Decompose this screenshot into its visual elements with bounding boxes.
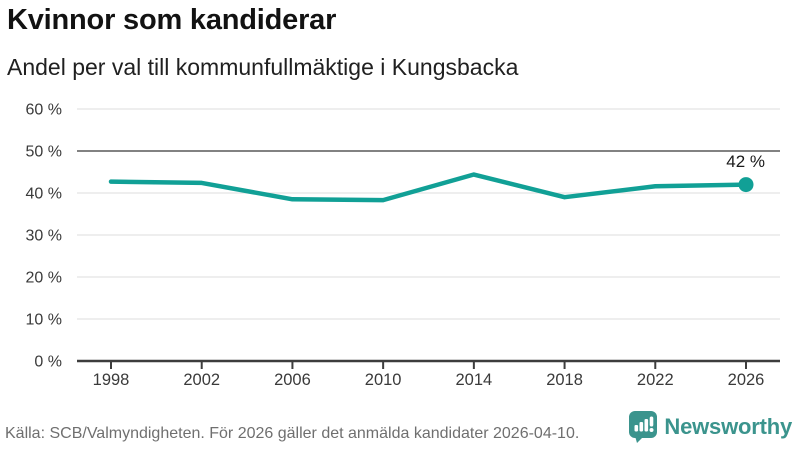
y-tick-label: 20 % [26, 270, 62, 287]
x-tick-label: 2022 [637, 371, 674, 389]
x-tick-label: 2002 [183, 371, 220, 389]
y-tick-label: 50 % [26, 144, 62, 161]
newsworthy-wordmark: Newsworthy [664, 414, 792, 439]
x-tick-label: 2018 [546, 371, 583, 389]
x-tick-label: 2014 [455, 371, 492, 389]
data-line [108, 172, 749, 203]
end-value-label: 42 % [726, 152, 765, 171]
chart-subtitle: Andel per val till kommunfullmäktige i K… [7, 54, 519, 80]
source-note: Källa: SCB/Valmyndigheten. För 2026 gäll… [5, 425, 580, 442]
chart-title: Kvinnor som kandiderar [7, 4, 337, 36]
x-tick-label: 2010 [365, 371, 402, 389]
y-tick-label: 10 % [26, 312, 62, 329]
y-tick-label: 30 % [26, 228, 62, 245]
y-tick-label: 0 % [34, 354, 62, 371]
chart-footer: Källa: SCB/Valmyndigheten. För 2026 gäll… [0, 408, 800, 450]
newsworthy-logo-icon [629, 411, 658, 443]
y-tick-label: 40 % [26, 186, 62, 203]
y-tick-label: 60 % [26, 102, 62, 119]
x-tick-label: 1998 [93, 371, 130, 389]
newsworthy-logo: Newsworthy [628, 410, 792, 444]
end-marker [738, 177, 754, 193]
x-tick-label: 2006 [274, 371, 311, 389]
x-tick-label: 2026 [728, 371, 765, 389]
